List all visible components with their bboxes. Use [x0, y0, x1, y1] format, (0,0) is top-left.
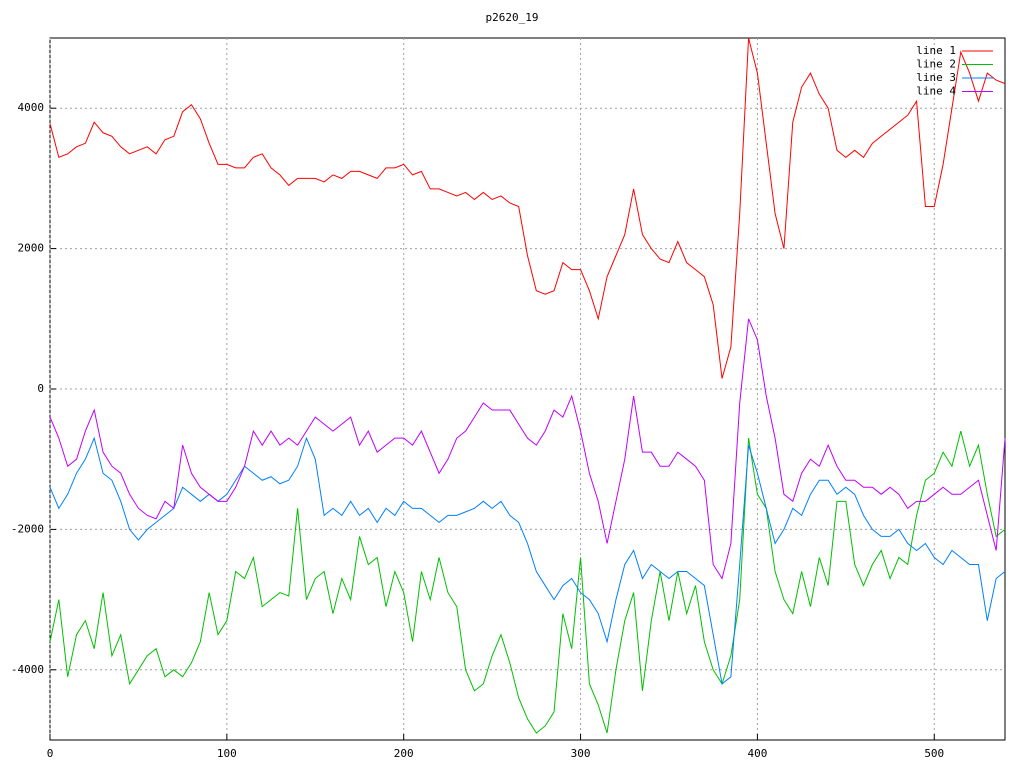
line-series	[49, 436, 1006, 685]
y-tick-label: 4000	[18, 101, 45, 114]
y-tick-label: 0	[37, 382, 44, 395]
x-tick-label: 100	[217, 747, 237, 760]
line-series	[49, 318, 1006, 580]
legend-label: line 3	[916, 71, 956, 84]
line-series	[49, 430, 1006, 734]
x-tick-label: 0	[47, 747, 54, 760]
legend-label: line 2	[916, 58, 956, 71]
legend-label: line 1	[916, 44, 956, 57]
y-tick-label: -4000	[11, 663, 44, 676]
legend-label: line 4	[916, 85, 956, 98]
x-tick-label: 500	[924, 747, 944, 760]
y-tick-label: -2000	[11, 522, 44, 535]
x-tick-label: 200	[394, 747, 414, 760]
x-tick-label: 400	[747, 747, 767, 760]
x-tick-label: 300	[571, 747, 591, 760]
chart-title: p2620_19	[486, 11, 539, 24]
y-tick-label: 2000	[18, 242, 45, 255]
line-series	[49, 37, 1006, 379]
